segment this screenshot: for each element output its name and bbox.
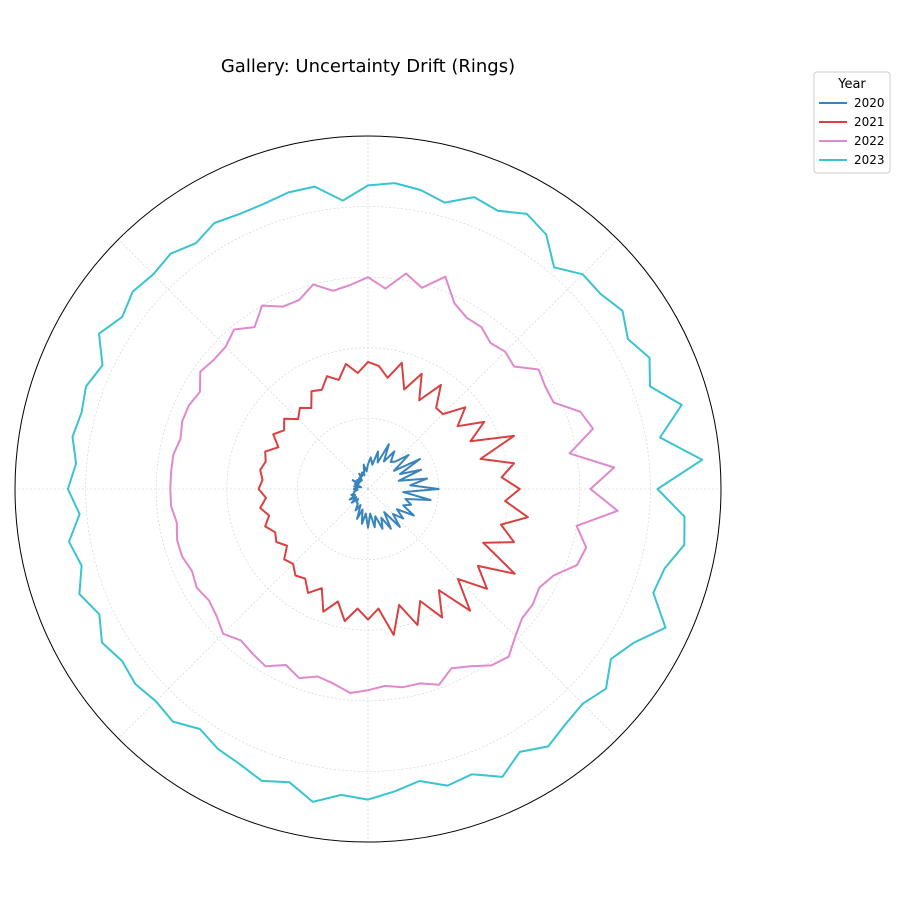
series-line-2021 — [257, 360, 529, 636]
legend-item-2023[interactable]: 2023 — [819, 153, 885, 167]
legend-item-2021[interactable]: 2021 — [819, 115, 885, 129]
legend-title: Year — [837, 77, 866, 92]
legend-label: 2020 — [854, 96, 885, 110]
angular-grid-line — [367, 239, 618, 490]
series-line-2020 — [348, 443, 440, 530]
legend-box — [813, 71, 891, 174]
legend-items: 2020 2021 2022 2023 — [819, 96, 885, 167]
legend-label: 2021 — [854, 115, 885, 129]
angular-grid-line — [367, 488, 618, 739]
radial-grid-ring — [85, 206, 651, 772]
angular-grid-line — [118, 239, 369, 490]
angular-grid-line — [118, 488, 369, 739]
series-line-2022 — [169, 272, 619, 694]
chart-title: Gallery: Uncertainty Drift (Rings) — [221, 56, 515, 77]
polar-frame — [14, 135, 722, 843]
series-layer — [66, 182, 704, 803]
legend-label: 2023 — [854, 153, 885, 167]
legend-label: 2022 — [854, 134, 885, 148]
legend-item-2020[interactable]: 2020 — [819, 96, 885, 110]
polar-grid — [15, 136, 721, 842]
legend-item-2022[interactable]: 2022 — [819, 134, 885, 148]
series-line-2023 — [66, 182, 704, 803]
legend[interactable]: Year 2020 2021 2022 2023 — [813, 71, 891, 174]
